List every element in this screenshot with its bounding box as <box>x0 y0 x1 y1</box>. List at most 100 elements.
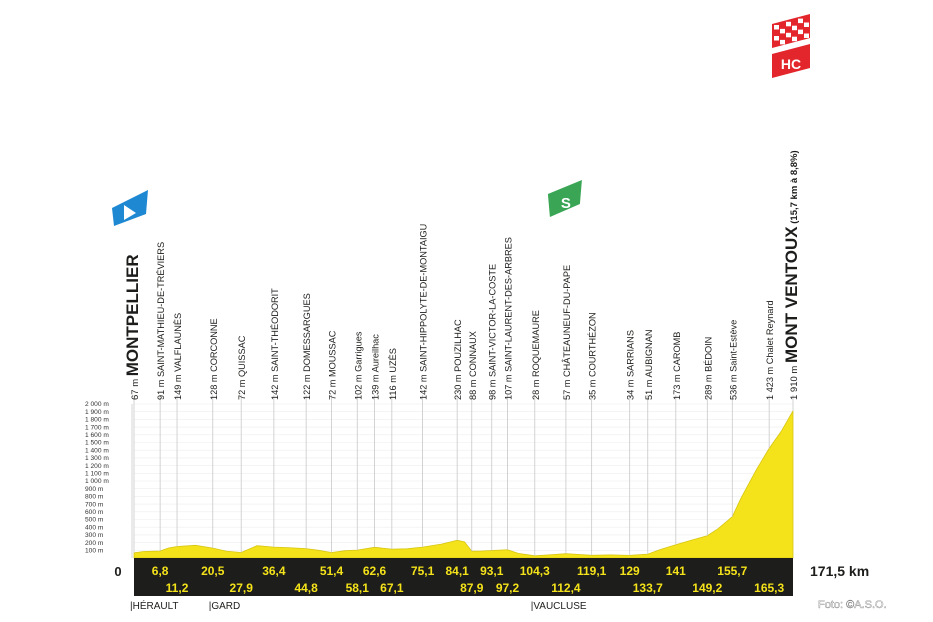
waypoint-label: 122 m DOMESSARGUES <box>302 293 312 400</box>
waypoint-label: 142 m SAINT-HIPPOLYTE-DE-MONTAIGU <box>419 224 429 400</box>
km-label: 129 <box>620 564 640 578</box>
profile-area <box>133 409 794 559</box>
y-tick-label: 1 000 m <box>85 478 109 485</box>
y-tick-label: 700 m <box>85 501 104 508</box>
waypoint-label: 149 m VALFLAUNÈS <box>173 313 183 400</box>
total-distance-label: 171,5 km <box>810 563 869 579</box>
km-label: 84,1 <box>445 564 469 578</box>
km-label: 6,8 <box>152 564 169 578</box>
waypoint-label: 67 m MONTPELLIER <box>123 254 142 400</box>
y-tick-label: 200 m <box>85 540 104 547</box>
waypoint-label: 72 m MOUSSAC <box>328 330 338 400</box>
checker-square <box>774 36 779 41</box>
y-tick-label: 2 000 m <box>85 401 109 408</box>
checker-square <box>804 22 809 27</box>
hc-category-badge <box>772 44 810 78</box>
checker-square <box>774 25 779 30</box>
waypoint-label: 289 m BÉDOIN <box>703 337 713 400</box>
waypoint-label: 230 m POUZILHAC <box>453 319 463 400</box>
km-label: 51,4 <box>320 564 344 578</box>
checker-square <box>780 28 785 34</box>
waypoint-label: 173 m CAROMB <box>672 332 682 400</box>
sprint-label: S <box>561 195 571 212</box>
region-label: |HÉRAULT <box>130 599 179 612</box>
waypoint-label: 91 m SAINT-MATHIEU-DE-TRÉVIERS <box>156 242 166 400</box>
km-label: 149,2 <box>692 581 722 595</box>
y-tick-label: 100 m <box>85 548 104 555</box>
y-tick-label: 1 400 m <box>85 447 109 454</box>
km-label: 93,1 <box>480 564 504 578</box>
waypoint-label: 28 m ROQUEMAURE <box>531 310 541 400</box>
waypoint-label: 102 m Garrigues <box>353 331 363 400</box>
region-label: |GARD <box>209 601 241 612</box>
waypoint-label: 1 910 m MONT VENTOUX (15,7 km à 8,8%) <box>782 150 801 400</box>
km-label: 119,1 <box>577 564 607 578</box>
play-triangle-icon <box>124 205 136 220</box>
waypoint-label: 88 m CONNAUX <box>468 331 478 400</box>
y-tick-label: 1 700 m <box>85 424 109 431</box>
km-label: 27,9 <box>230 581 254 595</box>
waypoint-elevation: 67 m <box>130 376 141 400</box>
km-label: 104,3 <box>520 564 550 578</box>
finish-flag-icon <box>772 14 810 48</box>
checker-square <box>798 18 803 24</box>
km-label: 62,6 <box>363 564 387 578</box>
waypoint-label: 139 m Aureilhac <box>371 334 381 400</box>
y-tick-label: 1 900 m <box>85 409 109 416</box>
km-label: 141 <box>666 564 686 578</box>
waypoint-label: 142 m SAINT-THÉODORIT <box>270 288 280 400</box>
waypoint-label: 72 m QUISSAC <box>237 335 247 400</box>
km-label: 97,2 <box>496 581 520 595</box>
km-label: 112,4 <box>551 581 581 595</box>
photo-credit: Foto: ©A.S.O. <box>818 599 887 611</box>
sprint-marker-icon <box>547 180 582 217</box>
hc-label: HC <box>781 56 801 72</box>
climb-stats: (15,7 km à 8,8%) <box>789 150 800 226</box>
y-tick-label: 1 200 m <box>85 463 109 470</box>
checker-square <box>792 36 797 42</box>
y-tick-label: 1 300 m <box>85 455 109 462</box>
km-label: 20,5 <box>201 564 225 578</box>
km-label: 11,2 <box>166 581 189 595</box>
waypoint-label: 107 m SAINT-LAURENT-DES-ARBRES <box>503 237 513 400</box>
checker-square <box>798 29 803 35</box>
waypoint-label: 116 m UZÈS <box>388 348 398 400</box>
waypoint-label: 98 m SAINT-VICTOR-LA-COSTE <box>488 264 498 400</box>
waypoint-label: 35 m COURTHÉZON <box>588 312 598 400</box>
y-tick-label: 1 800 m <box>85 417 109 424</box>
start-flag-icon <box>112 190 148 226</box>
km-label: 165,3 <box>754 581 784 595</box>
checker-square <box>780 39 785 45</box>
km-label: 36,4 <box>262 564 286 578</box>
km-label: 58,1 <box>346 581 370 595</box>
checker-square <box>786 21 791 27</box>
y-tick-label: 300 m <box>85 532 104 539</box>
region-label: |VAUCLUSE <box>531 601 587 612</box>
y-tick-label: 1 600 m <box>85 432 109 439</box>
km-label: 133,7 <box>633 581 663 595</box>
checker-square <box>786 32 791 38</box>
y-tick-label: 800 m <box>85 494 104 501</box>
waypoint-label: 57 m CHÂTEAUNEUF-DU-PAPE <box>562 265 572 400</box>
y-tick-label: 400 m <box>85 524 104 531</box>
y-tick-label: 1 100 m <box>85 471 109 478</box>
y-tick-label: 900 m <box>85 486 104 493</box>
km-label: 44,8 <box>294 581 318 595</box>
waypoint-major-name: MONT VENTOUX <box>782 226 801 363</box>
origin-label: 0 <box>114 564 121 579</box>
y-tick-label: 1 500 m <box>85 440 109 447</box>
km-label: 155,7 <box>717 564 747 578</box>
waypoint-label: 536 m Saint-Estève <box>728 320 738 400</box>
waypoint-elevation: 1 910 m <box>789 363 800 400</box>
checker-square <box>792 25 797 31</box>
km-label: 67,1 <box>380 581 404 595</box>
km-label: 87,9 <box>460 581 484 595</box>
waypoint-label: 51 m AUBIGNAN <box>644 330 654 400</box>
waypoint-label: 128 m CORCONNE <box>209 318 219 400</box>
waypoint-label: 1 423 m Chalet Reynard <box>765 300 775 400</box>
waypoint-label: 34 m SARRIANS <box>626 330 636 400</box>
checker-square <box>804 33 809 38</box>
y-tick-label: 600 m <box>85 509 104 516</box>
